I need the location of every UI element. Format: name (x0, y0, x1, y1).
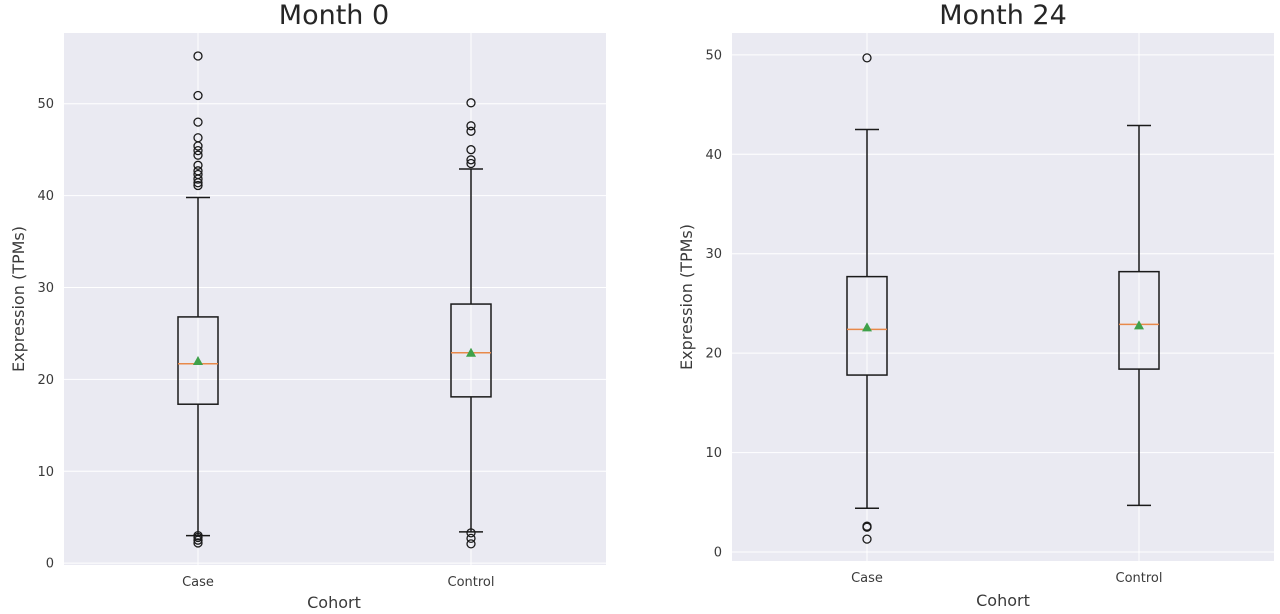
chart-0-box-1-outlier-point (466, 98, 476, 108)
chart-0-y-tick-label: 50 (37, 97, 54, 112)
chart-0-x-axis-label: Cohort (307, 593, 361, 612)
chart-0-box-1-outlier-point (466, 155, 476, 165)
chart-0-box-1-outlier-point (466, 158, 476, 169)
chart-0-box-1-outlier-point (466, 145, 476, 155)
chart-0-box-1-outlier-point (466, 533, 476, 544)
chart-0-y-tick-label: 10 (37, 465, 54, 480)
chart-1-plot-area (732, 33, 1274, 561)
chart-1-y-tick-label: 40 (705, 148, 722, 163)
chart-1-box-0-iqr-box (846, 275, 888, 376)
chart-0-box-0-outlier-point (193, 535, 203, 545)
chart-1-box-0-outlier-point (862, 534, 872, 544)
chart-1-y-tick-label: 10 (705, 446, 722, 461)
chart-1-y-tick-label: 20 (705, 347, 722, 362)
chart-0-box-0-outlier-point (193, 174, 203, 184)
chart-1-box-1-mean-marker (1134, 320, 1144, 330)
chart-0-y-tick-label: 40 (37, 189, 54, 204)
chart-0-box-1-outlier-point (466, 126, 476, 136)
chart-1-box-0-outlier-point (862, 53, 872, 63)
chart-1-x-tick-label: Control (1116, 571, 1163, 586)
chart-0-box-0-outlier-point (193, 538, 203, 548)
chart-0-box-0-outlier-point (193, 141, 203, 151)
chart-0-box-1-outlier-point (466, 121, 476, 131)
chart-0-box-1-outlier-point (466, 539, 476, 549)
chart-0-box-1-mean-marker (466, 347, 476, 357)
chart-0-x-tick-label: Control (448, 575, 495, 590)
chart-0-y-tick-label: 0 (46, 557, 54, 572)
chart-0-box-0-outlier-point (193, 51, 203, 61)
chart-0-x-tick-label: Case (182, 575, 214, 590)
chart-0-box-1-iqr-box (450, 303, 492, 398)
chart-0-y-tick-label: 20 (37, 373, 54, 388)
chart-1-x-tick-label: Case (851, 571, 883, 586)
chart-1-y-tick-label: 0 (714, 546, 722, 561)
chart-1-y-tick-label: 30 (705, 247, 722, 262)
chart-0-plot-area (64, 33, 606, 565)
chart-0-box-0-mean-marker (193, 356, 203, 366)
chart-1-title: Month 24 (939, 0, 1067, 31)
chart-0-box-0-outlier-point (193, 180, 203, 191)
chart-0-title: Month 0 (279, 0, 389, 31)
chart-0-box-0-outlier-point (193, 532, 203, 543)
chart-0-box-0-outlier-point (193, 145, 203, 156)
chart-0-box-0-outlier-point (193, 178, 203, 188)
chart-0-box-0-outlier-point (193, 150, 203, 160)
chart-0-box-0-iqr-box (177, 316, 219, 405)
chart-0-box-0-outlier-point (193, 117, 203, 127)
chart-1-y-tick-label: 50 (705, 48, 722, 63)
chart-0-y-axis-label: Expression (TPMs) (9, 226, 28, 372)
chart-0-box-0-outlier-point (193, 90, 203, 101)
chart-1-y-axis-label: Expression (TPMs) (677, 224, 696, 370)
chart-0-box-0-outlier-point (193, 160, 203, 170)
chart-1-box-0-mean-marker (862, 322, 872, 332)
chart-0-y-tick-label: 30 (37, 281, 54, 296)
chart-1-box-0-outlier-point (862, 522, 872, 532)
chart-1-x-axis-label: Cohort (976, 591, 1030, 610)
chart-1-box-1-iqr-box (1118, 270, 1160, 370)
chart-0-box-1-outlier-point (466, 528, 476, 538)
